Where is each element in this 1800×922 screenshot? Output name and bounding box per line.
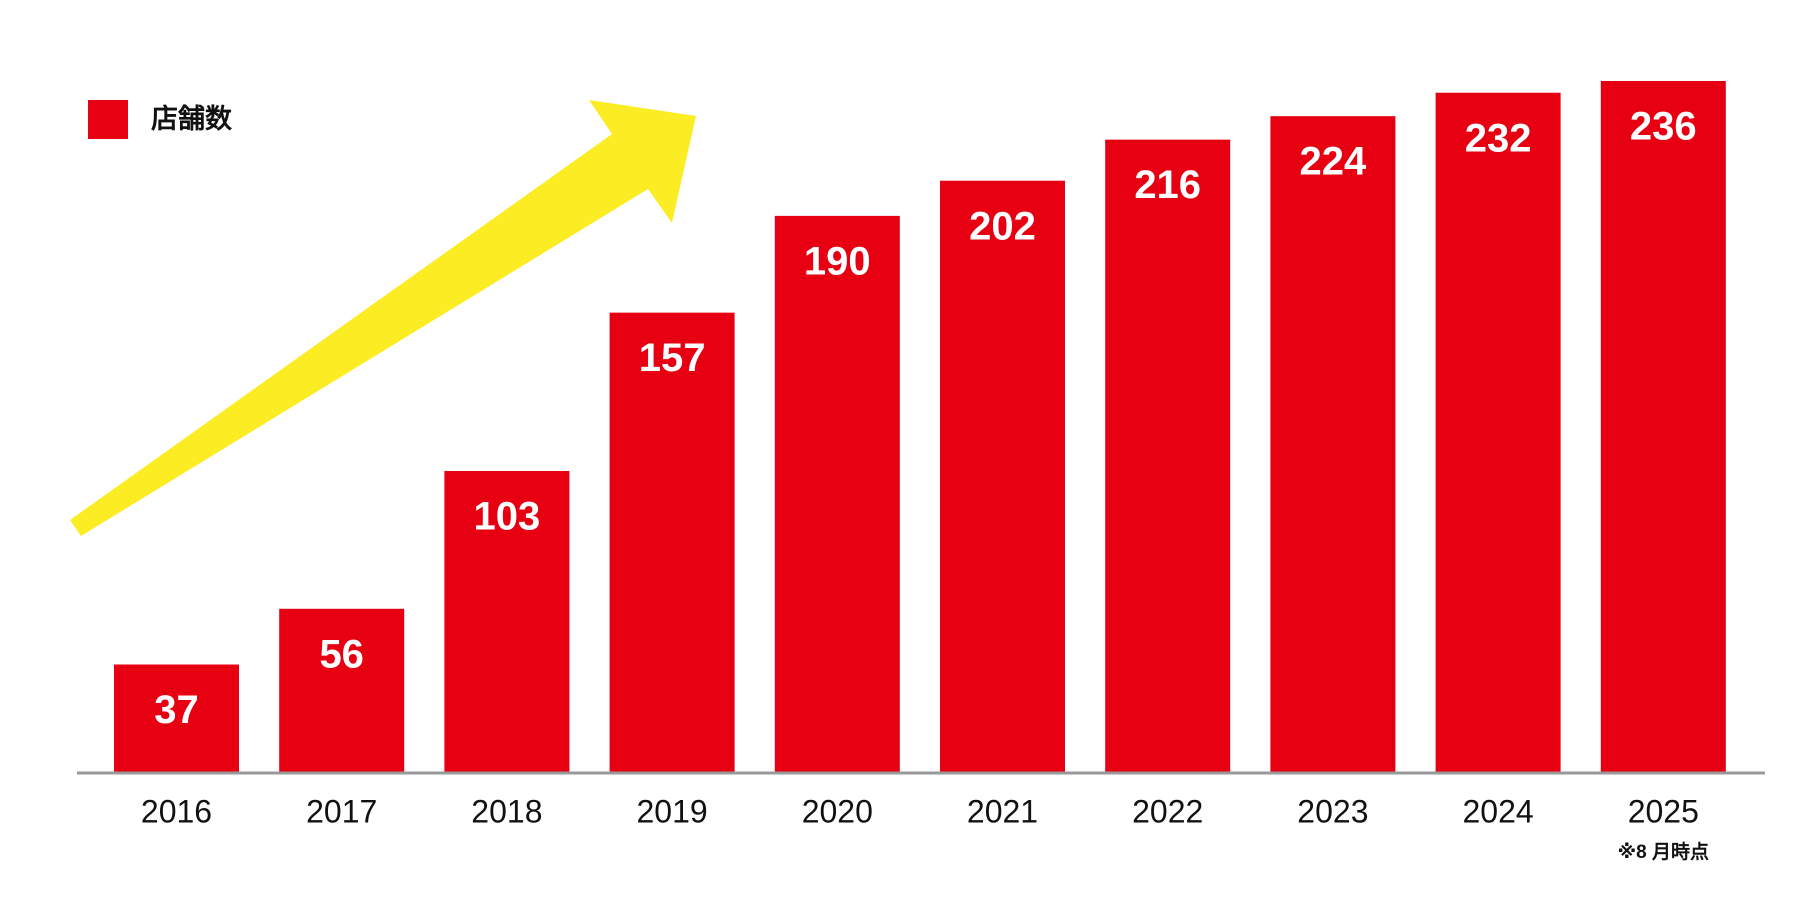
value-label: 37 — [154, 688, 199, 732]
x-tick-label: 2018 — [471, 793, 542, 829]
value-label: 232 — [1465, 116, 1532, 160]
bar — [279, 608, 405, 773]
legend-swatch — [88, 100, 128, 139]
bar — [609, 312, 735, 773]
bar — [1105, 139, 1231, 774]
x-tick-label: 2022 — [1132, 793, 1203, 829]
value-label: 190 — [804, 239, 871, 283]
bar — [1270, 116, 1396, 773]
trend-arrow — [70, 100, 696, 536]
x-tick-label: 2020 — [802, 793, 873, 829]
value-label: 236 — [1630, 105, 1697, 149]
x-tick-label: 2019 — [637, 793, 708, 829]
bar — [774, 215, 900, 774]
x-tick-label: 2017 — [306, 793, 377, 829]
bar — [940, 180, 1065, 773]
x-tick-label: 2023 — [1297, 793, 1368, 829]
bar — [1435, 92, 1561, 773]
x-tick-label: 2024 — [1463, 793, 1534, 829]
value-label: 202 — [969, 204, 1036, 248]
x-tick-label: 2025 — [1628, 793, 1699, 829]
annotation: ※8 月時点 — [1618, 841, 1709, 863]
bar — [444, 470, 570, 773]
value-label: 157 — [639, 336, 706, 380]
bar — [1600, 81, 1726, 773]
value-label: 56 — [319, 632, 364, 676]
value-label: 216 — [1134, 163, 1201, 207]
bar — [114, 664, 239, 773]
legend-label: 店舗数 — [151, 104, 233, 134]
value-label: 103 — [474, 495, 541, 539]
x-tick-label: 2021 — [967, 793, 1038, 829]
value-label: 224 — [1300, 140, 1367, 184]
x-tick-label: 2016 — [141, 793, 212, 829]
